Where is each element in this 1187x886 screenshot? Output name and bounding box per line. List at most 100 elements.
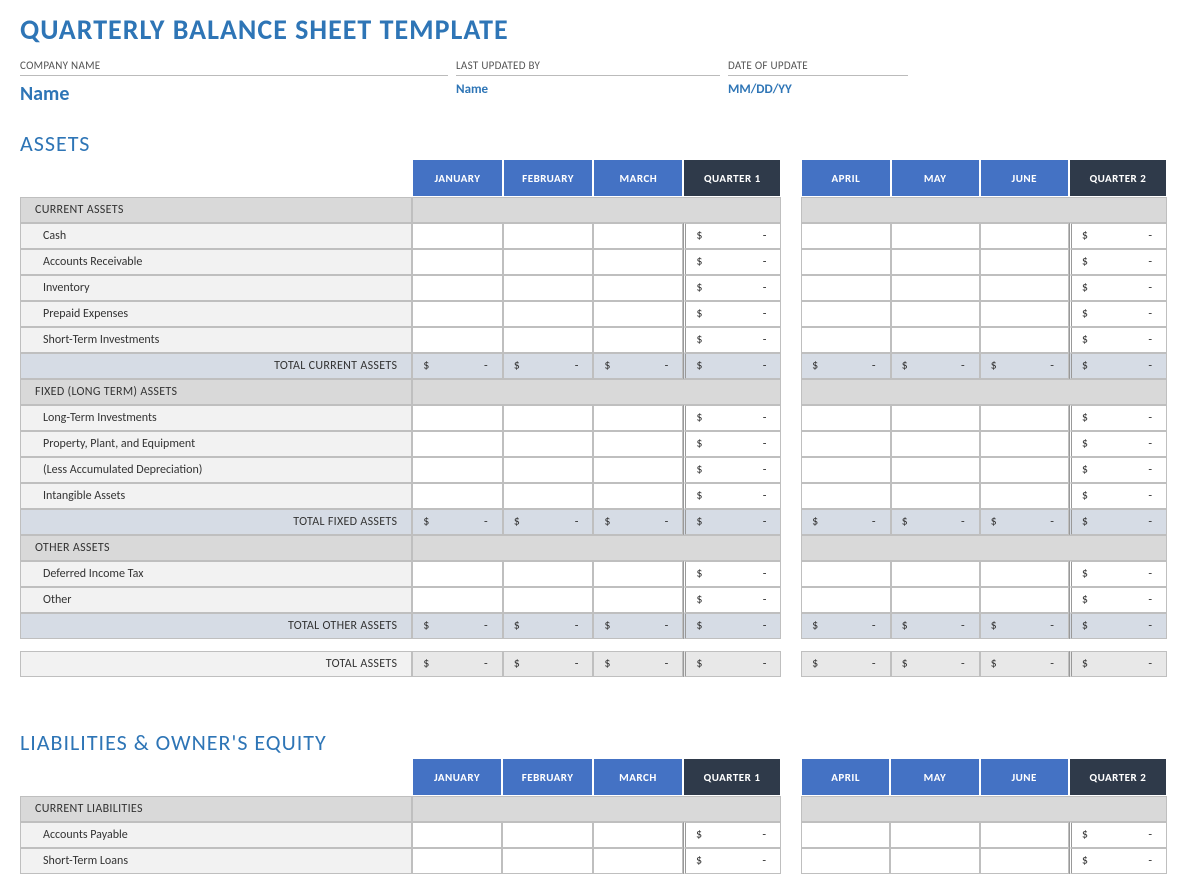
money-cell[interactable]: $- [801,613,890,639]
empty-cell[interactable] [801,822,891,848]
empty-cell[interactable] [593,457,683,483]
empty-cell[interactable] [503,483,594,509]
empty-cell[interactable] [503,301,594,327]
empty-cell[interactable] [412,275,502,301]
money-cell[interactable]: $- [1069,587,1167,613]
money-cell[interactable]: $- [412,651,502,677]
empty-cell[interactable] [891,431,980,457]
money-cell[interactable]: $- [683,587,781,613]
empty-cell[interactable] [980,327,1069,353]
money-cell[interactable]: $- [503,509,594,535]
money-cell[interactable]: $- [683,327,781,353]
money-cell[interactable]: $- [683,301,781,327]
empty-cell[interactable] [503,327,594,353]
empty-cell[interactable] [412,483,502,509]
empty-cell[interactable] [503,431,594,457]
money-cell[interactable]: $- [1069,223,1167,249]
money-cell[interactable]: $- [891,353,980,379]
empty-cell[interactable] [980,561,1069,587]
empty-cell[interactable] [593,848,683,874]
empty-cell[interactable] [980,822,1069,848]
money-cell[interactable]: $- [1069,848,1167,874]
empty-cell[interactable] [980,301,1069,327]
money-cell[interactable]: $- [503,613,594,639]
empty-cell[interactable] [593,223,683,249]
money-cell[interactable]: $- [980,353,1069,379]
money-cell[interactable]: $- [683,848,781,874]
empty-cell[interactable] [412,822,502,848]
empty-cell[interactable] [891,587,980,613]
empty-cell[interactable] [891,327,980,353]
empty-cell[interactable] [412,327,502,353]
empty-cell[interactable] [593,822,683,848]
money-cell[interactable]: $- [593,509,683,535]
money-cell[interactable]: $- [1069,431,1167,457]
money-cell[interactable]: $- [1069,301,1167,327]
empty-cell[interactable] [503,223,594,249]
empty-cell[interactable] [890,848,979,874]
empty-cell[interactable] [801,223,890,249]
empty-cell[interactable] [891,249,980,275]
empty-cell[interactable] [503,561,594,587]
money-cell[interactable]: $- [1069,327,1167,353]
empty-cell[interactable] [980,249,1069,275]
empty-cell[interactable] [891,301,980,327]
money-cell[interactable]: $- [891,509,980,535]
money-cell[interactable]: $- [683,651,781,677]
money-cell[interactable]: $- [683,561,781,587]
money-cell[interactable]: $- [683,249,781,275]
empty-cell[interactable] [593,431,683,457]
money-cell[interactable]: $- [1069,651,1167,677]
empty-cell[interactable] [980,405,1069,431]
money-cell[interactable]: $- [683,509,781,535]
empty-cell[interactable] [801,457,890,483]
empty-cell[interactable] [890,822,979,848]
updated-by-value[interactable]: Name [456,82,720,97]
money-cell[interactable]: $- [683,483,781,509]
empty-cell[interactable] [891,483,980,509]
empty-cell[interactable] [891,275,980,301]
empty-cell[interactable] [502,848,593,874]
money-cell[interactable]: $- [801,509,890,535]
money-cell[interactable]: $- [801,353,890,379]
money-cell[interactable]: $- [1069,405,1167,431]
empty-cell[interactable] [801,561,890,587]
money-cell[interactable]: $- [683,405,781,431]
empty-cell[interactable] [891,223,980,249]
empty-cell[interactable] [801,848,891,874]
empty-cell[interactable] [412,223,502,249]
money-cell[interactable]: $- [980,509,1069,535]
money-cell[interactable]: $- [683,223,781,249]
empty-cell[interactable] [980,483,1069,509]
money-cell[interactable]: $- [1069,483,1167,509]
money-cell[interactable]: $- [1069,509,1167,535]
empty-cell[interactable] [593,301,683,327]
money-cell[interactable]: $- [1069,353,1167,379]
money-cell[interactable]: $- [412,613,502,639]
money-cell[interactable]: $- [1069,561,1167,587]
money-cell[interactable]: $- [1069,613,1167,639]
empty-cell[interactable] [980,431,1069,457]
company-name-value[interactable]: Name [20,82,448,106]
empty-cell[interactable] [980,457,1069,483]
empty-cell[interactable] [891,457,980,483]
empty-cell[interactable] [801,405,890,431]
empty-cell[interactable] [412,587,502,613]
empty-cell[interactable] [502,822,593,848]
empty-cell[interactable] [980,587,1069,613]
empty-cell[interactable] [412,848,502,874]
money-cell[interactable]: $- [593,353,683,379]
date-of-update-value[interactable]: MM/DD/YY [728,82,908,97]
empty-cell[interactable] [891,405,980,431]
money-cell[interactable]: $- [683,431,781,457]
empty-cell[interactable] [801,587,890,613]
empty-cell[interactable] [593,587,683,613]
money-cell[interactable]: $- [683,822,781,848]
money-cell[interactable]: $- [980,613,1069,639]
money-cell[interactable]: $- [412,509,502,535]
empty-cell[interactable] [593,561,683,587]
money-cell[interactable]: $- [1069,249,1167,275]
empty-cell[interactable] [412,301,502,327]
empty-cell[interactable] [503,457,594,483]
money-cell[interactable]: $- [503,353,594,379]
